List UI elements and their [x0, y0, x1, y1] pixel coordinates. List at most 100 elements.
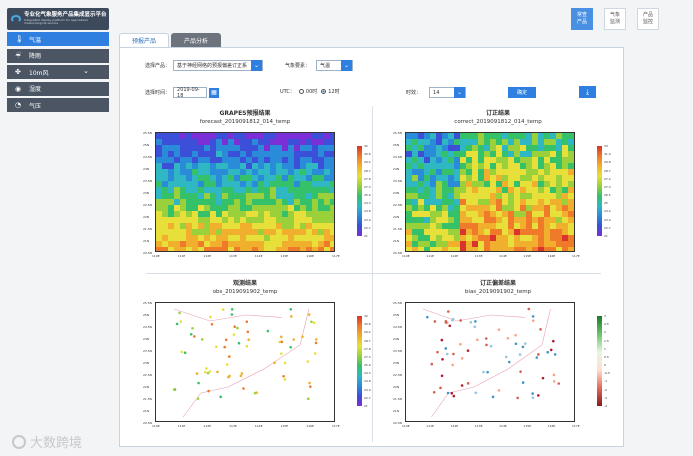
chevron-down-icon: ⌄: [341, 60, 353, 71]
axis-tick-label: 116E: [306, 424, 314, 428]
colorbar-label: 31.4: [604, 152, 611, 157]
tab-0[interactable]: 预报产品: [119, 33, 169, 47]
calendar-icon[interactable]: ▦: [209, 87, 220, 98]
sidebar-item-label: 气温: [29, 36, 42, 44]
axis-tick-label: 25.5N: [393, 131, 402, 135]
divider: [372, 106, 373, 442]
axis-tick-label: 23N: [393, 361, 400, 365]
utc-option-12: 12时: [328, 89, 340, 95]
main-panel: 选择产品： 基于神经网络的预报偏差订正系 ⌄ 气象要素： 气温 ⌄ 选择时间： …: [119, 47, 624, 447]
colorbar-label: 21: [364, 234, 368, 238]
colorbar-label: 0.5: [604, 354, 609, 359]
axis-tick-label: 25N: [143, 313, 150, 317]
sidebar-item-2[interactable]: ✤ 10m风 ⌄: [7, 65, 109, 79]
utc-radio-00[interactable]: [298, 89, 304, 94]
axis-tick-label: 115E: [523, 424, 532, 428]
date-input[interactable]: 2019-09-18: [173, 87, 208, 99]
topnav-button-0[interactable]: 常查 产品: [571, 8, 593, 30]
product-select[interactable]: 基于神经网络的预报偏差订正系 ⌄: [173, 60, 264, 71]
axis-tick-label: 115E: [523, 254, 532, 258]
colorbar-label: 32: [364, 144, 368, 148]
axis-tick-label: 116E: [547, 424, 556, 428]
colorbar-label: -2: [604, 387, 607, 392]
colorbar-label: 28.7: [364, 168, 371, 173]
axis-tick-label: 25.5N: [393, 301, 402, 305]
gauge-icon: ◔: [15, 101, 22, 109]
time-label: 选择时间：: [145, 90, 171, 96]
axis-tick-label: 23.5N: [393, 179, 402, 183]
lead-select[interactable]: 14 ⌄: [429, 87, 467, 98]
axis-tick-label: 116E: [547, 254, 556, 258]
map-plot[interactable]: [155, 302, 335, 422]
topnav-button-2[interactable]: 产品 监控: [637, 8, 659, 30]
axis-tick-label: 22N: [143, 385, 150, 389]
colorbar-label: -3: [604, 395, 607, 400]
topnav-button-1[interactable]: 气象 监测: [604, 8, 626, 30]
axis-tick-label: 20.5N: [143, 251, 152, 255]
colorbar-label: 2.5: [604, 322, 609, 327]
axis-tick-label: 24.5N: [143, 155, 152, 159]
sidebar: 🌡 气温 ☔ 降雨 ✤ 10m风 ⌄ ◉ 湿度 ◔ 气压: [7, 32, 109, 115]
colorbar-label: -1: [604, 379, 607, 384]
colorbar-label: 23.4: [364, 387, 371, 392]
rain-cloud-icon: ☔: [15, 51, 22, 60]
sidebar-item-4[interactable]: ◔ 气压: [7, 98, 109, 112]
watermark-logo-icon: [12, 434, 26, 449]
axis-tick-label: 24.5N: [393, 155, 402, 159]
app-subtitle: Integrated display platform for speciali…: [24, 17, 88, 26]
axis-tick-label: 110E: [402, 254, 410, 258]
colorbar-label: 22.7: [604, 225, 611, 230]
axis-tick-label: 22.5N: [143, 373, 152, 377]
colorbar-label: 28.7: [364, 338, 371, 343]
element-select[interactable]: 气温 ⌄: [316, 60, 354, 71]
axis-tick-label: 22.5N: [393, 373, 402, 377]
sidebar-item-label: 气压: [29, 102, 42, 110]
chevron-down-icon: ⌄: [83, 67, 89, 75]
axis-tick-label: 116E: [306, 254, 314, 258]
colorbar-label: 27.3: [604, 184, 611, 189]
sidebar-item-0[interactable]: 🌡 气温: [7, 32, 109, 46]
confirm-button[interactable]: 确定: [508, 87, 536, 98]
download-icon[interactable]: ⤓: [579, 86, 596, 98]
map-subtitle: forecast_2019091812_014_temp: [199, 119, 291, 125]
axis-tick-label: 113E: [474, 424, 483, 428]
colorbar-label: 24.8: [364, 209, 371, 214]
tab-bar: 预报产品 产品分析: [119, 33, 223, 47]
sidebar-item-label: 10m风: [29, 69, 49, 77]
colorbar-label: 30.6: [364, 152, 371, 157]
axis-tick-label: 23N: [393, 191, 400, 195]
colorbar-label: 23.4: [364, 217, 371, 222]
colorbar: [357, 146, 362, 236]
colorbar-label: 24.4: [604, 209, 611, 214]
axis-tick-label: 21.5N: [393, 397, 402, 401]
axis-tick-label: 117E: [332, 254, 340, 258]
map-plot[interactable]: [405, 302, 575, 422]
axis-tick-label: 21.5N: [393, 227, 402, 231]
colorbar-label: 22.7: [364, 225, 371, 230]
map-plot[interactable]: [405, 132, 575, 252]
colorbar-label: 2: [604, 330, 606, 335]
colorbar-label: 30.6: [364, 322, 371, 327]
colorbar-label: 3: [604, 314, 606, 318]
colorbar-label: 27.8: [364, 346, 371, 351]
axis-tick-label: 24N: [143, 337, 150, 341]
sidebar-item-3[interactable]: ◉ 湿度: [7, 81, 109, 96]
axis-tick-label: 115E: [280, 254, 289, 258]
tab-1[interactable]: 产品分析: [171, 33, 221, 47]
axis-tick-label: 24N: [393, 337, 400, 341]
map-title: 观测结果: [232, 280, 257, 287]
sidebar-item-1[interactable]: ☔ 降雨: [7, 48, 109, 63]
element-label: 气象要素：: [285, 63, 311, 69]
map-plot[interactable]: [155, 132, 335, 252]
utc-option-00: 00时: [305, 89, 318, 95]
colorbar-label: 26.5: [604, 193, 611, 198]
axis-tick-label: 22N: [393, 385, 400, 389]
colorbar-label: 24.3: [364, 371, 371, 376]
axis-tick-label: 22.5N: [143, 203, 152, 207]
axis-tick-label: 20.5N: [143, 421, 152, 425]
top-nav: 常查 产品 气象 监测 产品 监控: [560, 8, 659, 30]
sidebar-item-label: 湿度: [29, 86, 42, 93]
logo-icon: [11, 15, 22, 23]
utc-radio-12[interactable]: [321, 89, 327, 94]
fan-icon: ✤: [15, 68, 21, 76]
